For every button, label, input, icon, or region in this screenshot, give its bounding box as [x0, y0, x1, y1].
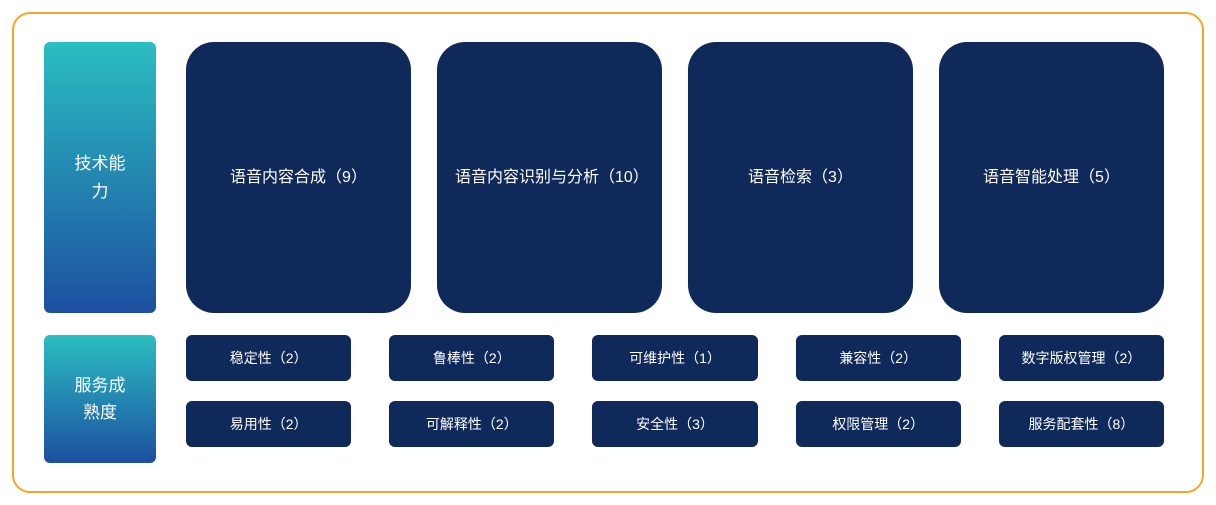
card-interpretability: 可解释性（2）: [389, 401, 554, 447]
card-voice-synthesis: 语音内容合成（9）: [186, 42, 411, 313]
card-label: 语音检索（3）: [748, 165, 853, 191]
card-label: 语音内容识别与分析（10）: [455, 165, 644, 191]
card-label: 权限管理（2）: [832, 415, 924, 433]
card-stability: 稳定性（2）: [186, 335, 351, 381]
card-maintainability: 可维护性（1）: [592, 335, 757, 381]
row-service-maturity: 服务成熟度 稳定性（2） 鲁棒性（2） 可维护性（1） 兼容性（2） 数字版权管…: [44, 335, 1164, 463]
card-robustness: 鲁棒性（2）: [389, 335, 554, 381]
card-label: 易用性（2）: [230, 415, 308, 433]
card-label: 可维护性（1）: [629, 349, 721, 367]
small-row-2: 易用性（2） 可解释性（2） 安全性（3） 权限管理（2） 服务配套性（8）: [186, 401, 1164, 447]
card-service-support: 服务配套性（8）: [999, 401, 1164, 447]
small-row-1: 稳定性（2） 鲁棒性（2） 可维护性（1） 兼容性（2） 数字版权管理（2）: [186, 335, 1164, 381]
diagram-frame: 技术能力 语音内容合成（9） 语音内容识别与分析（10） 语音检索（3） 语音智…: [12, 12, 1204, 493]
big-cards-row: 语音内容合成（9） 语音内容识别与分析（10） 语音检索（3） 语音智能处理（5…: [186, 42, 1164, 313]
card-voice-search: 语音检索（3）: [688, 42, 913, 313]
card-permission: 权限管理（2）: [796, 401, 961, 447]
card-label: 鲁棒性（2）: [433, 349, 511, 367]
card-drm: 数字版权管理（2）: [999, 335, 1164, 381]
side-label-text: 技术能力: [70, 150, 130, 204]
big-cards-area: 语音内容合成（9） 语音内容识别与分析（10） 语音检索（3） 语音智能处理（5…: [186, 42, 1164, 313]
row-technical-capability: 技术能力 语音内容合成（9） 语音内容识别与分析（10） 语音检索（3） 语音智…: [44, 42, 1164, 313]
card-label: 语音内容合成（9）: [230, 165, 367, 191]
side-label-technical: 技术能力: [44, 42, 156, 313]
card-label: 服务配套性（8）: [1029, 415, 1135, 433]
card-usability: 易用性（2）: [186, 401, 351, 447]
card-label: 兼容性（2）: [839, 349, 917, 367]
small-cards-area: 稳定性（2） 鲁棒性（2） 可维护性（1） 兼容性（2） 数字版权管理（2） 易…: [186, 335, 1164, 463]
card-voice-recognition: 语音内容识别与分析（10）: [437, 42, 662, 313]
card-label: 稳定性（2）: [230, 349, 308, 367]
card-security: 安全性（3）: [592, 401, 757, 447]
card-label: 可解释性（2）: [426, 415, 518, 433]
card-label: 数字版权管理（2）: [1022, 349, 1142, 367]
card-label: 语音智能处理（5）: [983, 165, 1120, 191]
card-voice-intelligent: 语音智能处理（5）: [939, 42, 1164, 313]
card-label: 安全性（3）: [636, 415, 714, 433]
side-label-service: 服务成熟度: [44, 335, 156, 463]
card-compatibility: 兼容性（2）: [796, 335, 961, 381]
side-label-text: 服务成熟度: [70, 372, 130, 426]
